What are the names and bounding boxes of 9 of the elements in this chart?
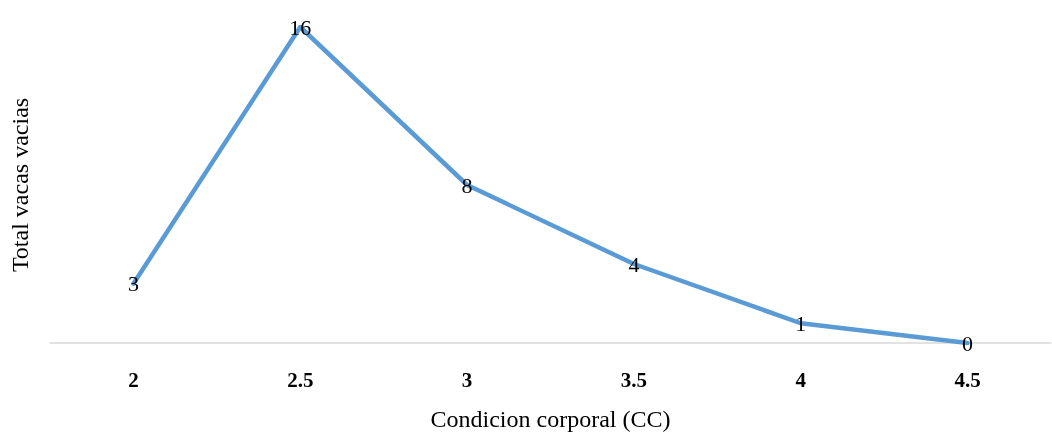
x-tick-label: 3	[461, 367, 473, 392]
x-tick-label: 4	[795, 367, 807, 392]
data-label: 8	[461, 172, 473, 198]
y-axis-title: Total vacas vacias	[7, 97, 33, 273]
x-axis-title: Condicion corporal (CC)	[430, 406, 671, 432]
x-tick-label: 2.5	[287, 367, 314, 392]
x-tick-label: 4.5	[954, 367, 981, 392]
x-tick-label: 2	[128, 367, 139, 392]
x-tick-label: 3.5	[620, 367, 648, 392]
